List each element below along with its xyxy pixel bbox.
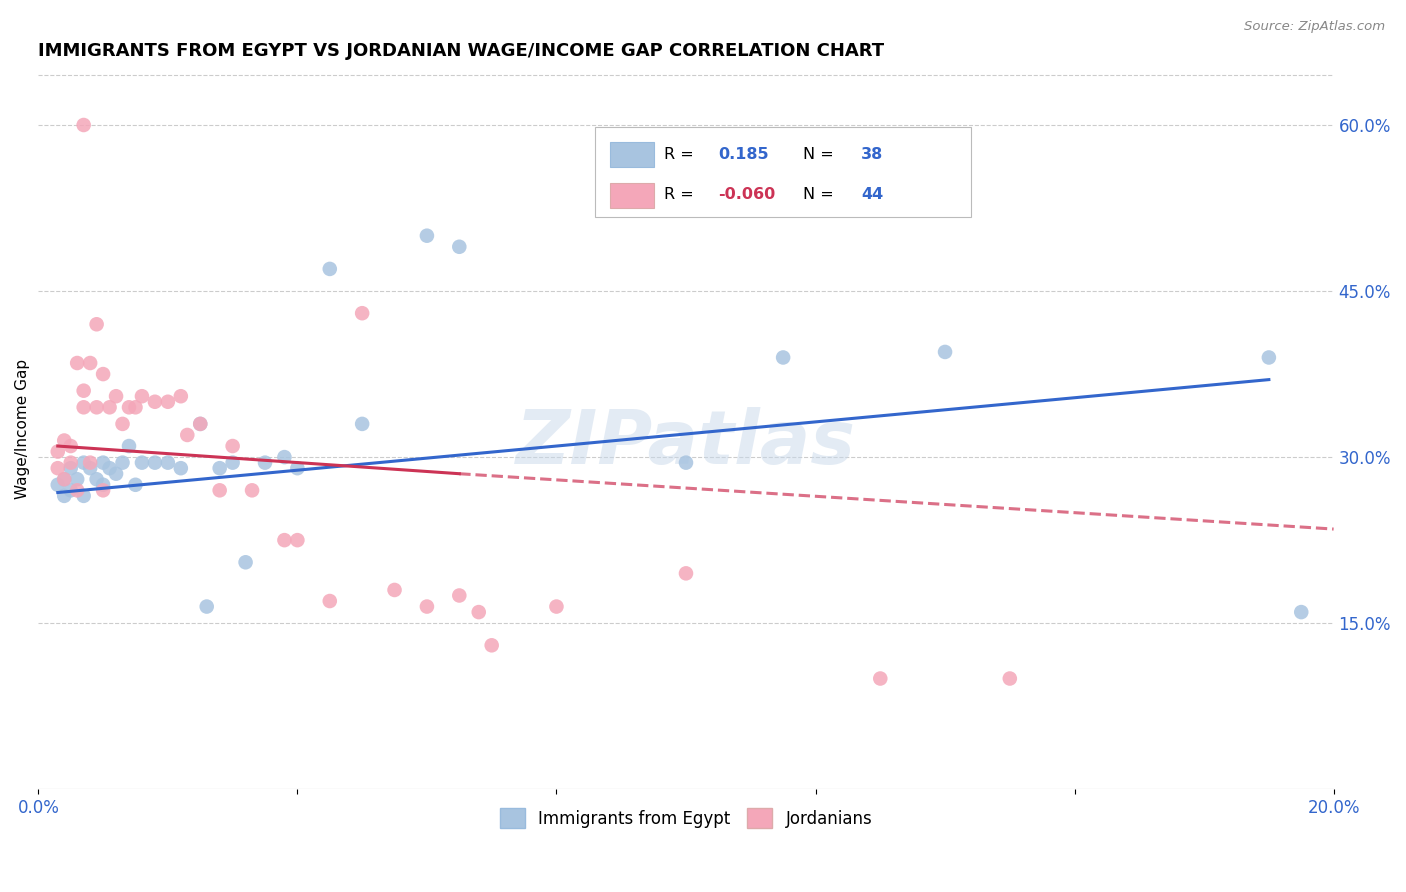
Point	[1257, 351, 1279, 365]
Point	[221, 439, 243, 453]
Point	[91, 367, 114, 381]
Text: 0.185: 0.185	[718, 147, 769, 162]
Point	[105, 389, 128, 403]
Point	[73, 384, 96, 398]
Text: N =: N =	[803, 187, 834, 202]
Point	[352, 417, 374, 431]
Point	[46, 444, 69, 458]
Point	[124, 401, 146, 415]
Point	[449, 240, 471, 254]
Point	[79, 461, 101, 475]
Point	[53, 434, 76, 448]
Text: 44: 44	[860, 187, 883, 202]
Point	[934, 345, 956, 359]
Point	[253, 456, 276, 470]
Point	[53, 472, 76, 486]
Point	[86, 401, 108, 415]
Point	[91, 477, 114, 491]
Point	[66, 472, 89, 486]
Point	[195, 599, 218, 614]
Point	[73, 401, 96, 415]
Point	[118, 439, 141, 453]
Point	[124, 477, 146, 491]
Point	[79, 356, 101, 370]
Point	[46, 461, 69, 475]
Text: Source: ZipAtlas.com: Source: ZipAtlas.com	[1244, 20, 1385, 33]
Point	[208, 461, 231, 475]
Point	[1291, 605, 1313, 619]
Point	[170, 389, 193, 403]
Point	[675, 566, 697, 581]
Text: N =: N =	[803, 147, 834, 162]
Point	[170, 461, 193, 475]
Point	[143, 394, 166, 409]
Point	[546, 599, 568, 614]
Point	[416, 228, 439, 243]
Point	[319, 261, 342, 276]
Point	[111, 456, 134, 470]
Point	[352, 306, 374, 320]
Point	[156, 456, 179, 470]
Point	[105, 467, 128, 481]
Point	[118, 401, 141, 415]
Point	[46, 477, 69, 491]
Point	[79, 456, 101, 470]
Point	[91, 483, 114, 498]
Point	[111, 417, 134, 431]
Point	[675, 456, 697, 470]
Point	[176, 428, 198, 442]
Point	[287, 533, 309, 548]
Point	[73, 489, 96, 503]
Point	[91, 456, 114, 470]
Text: R =: R =	[664, 147, 693, 162]
Point	[287, 461, 309, 475]
Point	[449, 589, 471, 603]
Point	[59, 483, 82, 498]
Text: IMMIGRANTS FROM EGYPT VS JORDANIAN WAGE/INCOME GAP CORRELATION CHART: IMMIGRANTS FROM EGYPT VS JORDANIAN WAGE/…	[38, 42, 884, 60]
Point	[131, 389, 153, 403]
Point	[772, 351, 794, 365]
Point	[131, 456, 153, 470]
Point	[208, 483, 231, 498]
Point	[221, 456, 243, 470]
Point	[98, 401, 121, 415]
Point	[86, 472, 108, 486]
Point	[86, 318, 108, 332]
Point	[384, 582, 406, 597]
Legend: Immigrants from Egypt, Jordanians: Immigrants from Egypt, Jordanians	[494, 801, 879, 835]
Y-axis label: Wage/Income Gap: Wage/Income Gap	[15, 359, 30, 500]
Point	[188, 417, 211, 431]
Point	[59, 461, 82, 475]
Point	[416, 599, 439, 614]
FancyBboxPatch shape	[610, 143, 654, 167]
Point	[319, 594, 342, 608]
Point	[73, 456, 96, 470]
Point	[66, 356, 89, 370]
Point	[73, 118, 96, 132]
Point	[481, 638, 503, 652]
Point	[53, 489, 76, 503]
Point	[53, 472, 76, 486]
Point	[143, 456, 166, 470]
Point	[240, 483, 263, 498]
Point	[235, 555, 257, 569]
FancyBboxPatch shape	[610, 184, 654, 208]
Point	[467, 605, 489, 619]
Point	[156, 394, 179, 409]
Point	[59, 439, 82, 453]
Point	[998, 672, 1021, 686]
Text: 38: 38	[860, 147, 883, 162]
Text: R =: R =	[664, 187, 693, 202]
Point	[869, 672, 891, 686]
Text: ZIPatlas: ZIPatlas	[516, 408, 856, 480]
FancyBboxPatch shape	[595, 128, 972, 217]
Point	[59, 456, 82, 470]
Point	[188, 417, 211, 431]
Point	[66, 483, 89, 498]
Point	[273, 450, 295, 464]
Point	[98, 461, 121, 475]
Text: -0.060: -0.060	[718, 187, 776, 202]
Point	[273, 533, 295, 548]
